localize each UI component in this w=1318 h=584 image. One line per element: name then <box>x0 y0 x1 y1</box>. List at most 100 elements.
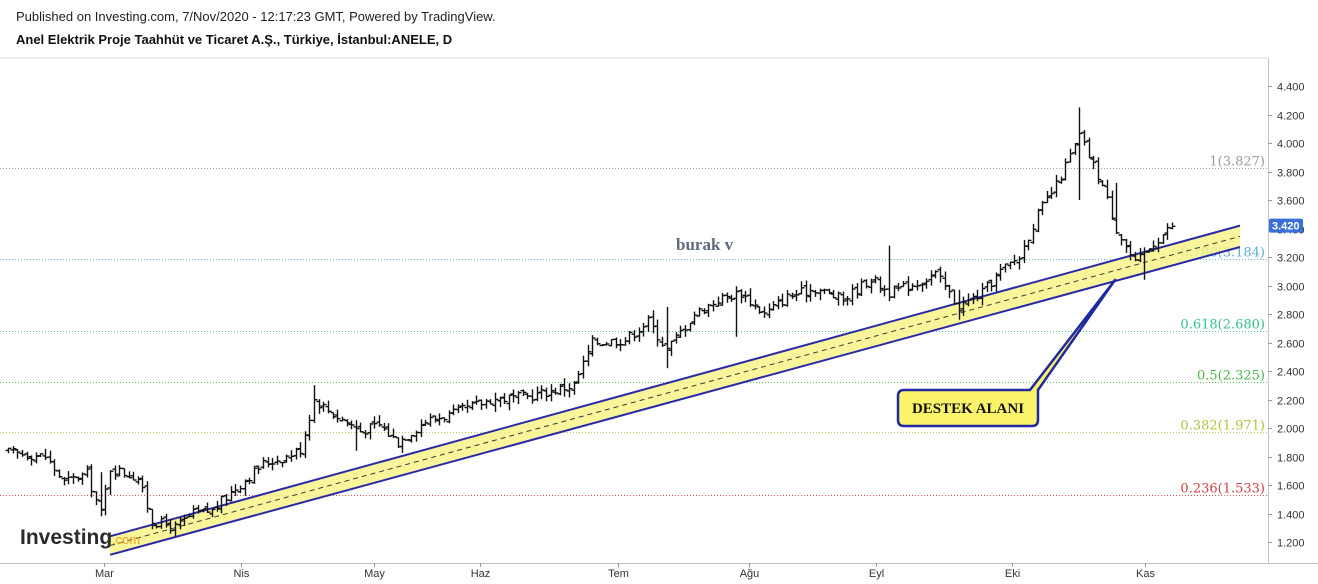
ohlc-bar <box>710 300 717 312</box>
support-callout[interactable]: DESTEK ALANI <box>896 278 1117 428</box>
ohlc-bar <box>979 282 986 306</box>
ohlc-bar <box>1104 179 1111 200</box>
ohlc-bar <box>830 289 837 299</box>
watermark-suffix: .com <box>112 532 140 547</box>
ohlc-bar <box>798 281 805 295</box>
x-tick-label: Kas <box>1136 568 1155 580</box>
ohlc-bar <box>135 476 142 485</box>
y-tick-label: 3.800 <box>1277 168 1305 180</box>
ohlc-bar <box>984 281 991 292</box>
ohlc-bar <box>209 508 216 518</box>
ohlc-bar <box>849 284 856 306</box>
ohlc-bar <box>1127 240 1134 261</box>
channel-lower-line[interactable] <box>109 246 1241 556</box>
y-tick-label: 2.400 <box>1277 367 1305 379</box>
ohlc-bar <box>826 288 833 295</box>
ohlc-bar <box>348 420 355 430</box>
ohlc-bar <box>1109 190 1116 220</box>
last-price-label: 3.420 <box>1272 221 1300 233</box>
ohlc-bar <box>1113 182 1120 234</box>
ohlc-bar <box>960 296 967 316</box>
x-tick-label: Eki <box>1005 568 1020 580</box>
ohlc-bar <box>942 271 949 290</box>
ohlc-bar <box>919 282 926 292</box>
ohlc-bar <box>418 419 425 438</box>
ohlc-bar <box>1076 107 1083 200</box>
ohlc-bar <box>691 311 698 326</box>
chart-header: Published on Investing.com, 7/Nov/2020 -… <box>0 0 1318 58</box>
ohlc-bar <box>1090 155 1097 170</box>
ohlc-bar <box>993 272 1000 292</box>
ohlc-bar <box>650 310 657 334</box>
ohlc-bar <box>1035 208 1042 233</box>
fib-label-0: 1(3.827) <box>1209 155 1265 170</box>
investing-watermark: Investing .com <box>20 526 140 549</box>
ohlc-bar <box>70 473 77 484</box>
ohlc-bar <box>1095 157 1102 185</box>
ohlc-bar <box>905 276 912 296</box>
ohlc-bar <box>803 280 810 303</box>
ohlc-bar <box>459 402 466 411</box>
ohlc-bar <box>664 306 671 369</box>
ohlc-bar <box>766 303 773 319</box>
ohlc-bar <box>932 270 939 279</box>
ohlc-bar <box>204 502 211 513</box>
y-tick-label: 4.000 <box>1277 139 1305 151</box>
ohlc-bar <box>548 384 555 402</box>
callout-shape[interactable] <box>896 278 1117 428</box>
x-tick-label: Ağu <box>740 568 760 580</box>
ohlc-bar <box>1123 238 1130 253</box>
ohlc-bar <box>381 422 388 432</box>
ohlc-bar <box>1030 223 1037 244</box>
ohlc-bar <box>872 275 879 284</box>
channel-upper-line[interactable] <box>109 224 1241 538</box>
x-tick-label: Nis <box>234 568 250 580</box>
time-axis[interactable]: Mar Nis May Haz Tem Ağu Eyl Eki Kas <box>95 563 1155 580</box>
ohlc-bar <box>158 515 165 529</box>
ohlc-bar <box>1160 234 1167 244</box>
price-axis[interactable]: 1.200 1.400 1.600 1.800 2.000 2.200 2.400 2.600… <box>1268 82 1305 550</box>
ohlc-bar <box>515 390 522 405</box>
ohlc-bar <box>357 422 364 433</box>
ohlc-bar <box>297 442 304 458</box>
y-tick-label: 2.800 <box>1277 310 1305 322</box>
ohlc-bar <box>715 296 722 307</box>
ohlc-bar <box>965 293 972 307</box>
trend-channel[interactable] <box>109 224 1241 556</box>
watermark-brand: Investing <box>20 526 112 549</box>
ohlc-bar <box>728 294 735 302</box>
ohlc-bar <box>1058 176 1065 184</box>
ohlc-bar <box>997 263 1004 281</box>
ohlc-bar <box>840 291 847 306</box>
ohlc-bar <box>854 283 861 299</box>
ohlc-bar <box>784 290 791 307</box>
y-tick-label: 1.600 <box>1277 481 1305 493</box>
fib-label-3: 0.5(2.325) <box>1197 369 1265 384</box>
ohlc-bar <box>390 428 397 439</box>
ohlc-bar <box>330 411 337 419</box>
ohlc-bar <box>543 387 550 402</box>
ohlc-bar <box>422 419 429 426</box>
fib-label-5: 0.236(1.533) <box>1180 482 1265 497</box>
ohlc-bar <box>51 459 58 477</box>
ohlc-bar <box>464 399 471 413</box>
ohlc-bar <box>914 279 921 291</box>
ohlc-bar <box>937 266 944 283</box>
ohlc-bar <box>334 409 341 423</box>
ohlc-bar <box>130 471 137 481</box>
ohlc-bar <box>316 399 323 414</box>
ohlc-bar <box>404 439 411 441</box>
x-tick-label: May <box>364 568 385 580</box>
ohlc-bar <box>557 383 564 396</box>
ohlc-bar <box>1081 130 1088 146</box>
ohlc-bar <box>1146 248 1153 253</box>
y-tick-label: 2.200 <box>1277 396 1305 408</box>
ohlc-bar <box>538 385 545 400</box>
ohlc-bar <box>385 423 392 437</box>
ohlc-bar <box>923 278 930 289</box>
ohlc-bar <box>33 452 40 464</box>
ohlc-bar <box>311 385 318 423</box>
y-tick-label: 1.800 <box>1277 453 1305 465</box>
ohlc-bar <box>260 457 267 469</box>
